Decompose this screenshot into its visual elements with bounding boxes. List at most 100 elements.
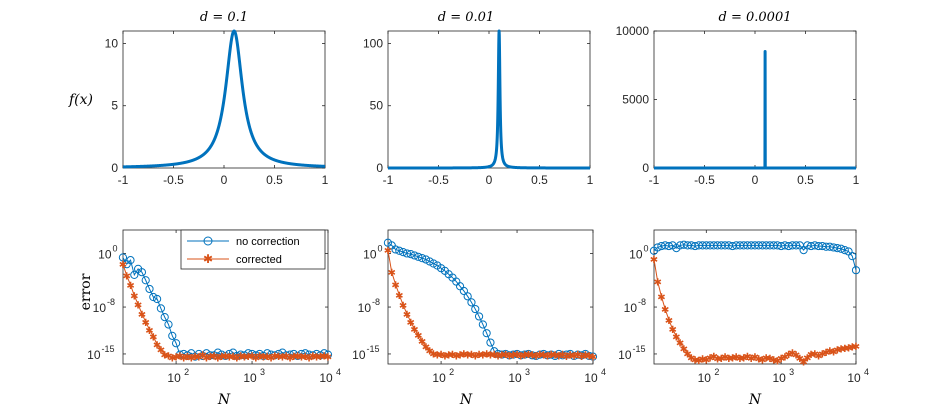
data-point-corrected: ✱ [792, 351, 800, 362]
data-point-corrected: ✱ [252, 353, 260, 364]
ytick-label-exponent: -15 [367, 344, 380, 354]
data-point-corrected: ✱ [324, 353, 332, 364]
data-point-corrected: ✱ [316, 352, 324, 363]
ytick-label: 10 [629, 247, 643, 261]
ylabel-top: f(x) [68, 92, 93, 108]
data-point-no-correction [425, 257, 434, 266]
ytick-label: 10 [98, 247, 112, 261]
ytick-label: 10 [624, 301, 638, 315]
ytick-label: 100 [363, 36, 383, 50]
data-point-corrected: ✱ [691, 355, 699, 366]
xtick-label: 0 [221, 173, 228, 187]
data-point-corrected: ✱ [755, 355, 763, 366]
data-point-corrected: ✱ [191, 352, 199, 363]
data-point-no-correction [653, 243, 662, 252]
data-point-corrected: ✱ [769, 355, 777, 366]
series-line-f [121, 29, 327, 169]
xtick-label: 10 [847, 371, 861, 385]
data-point-no-correction [418, 254, 427, 263]
data-point-corrected: ✱ [517, 351, 525, 362]
ytick-label-exponent: -8 [638, 297, 646, 307]
data-point-no-correction [141, 276, 150, 285]
data-point-corrected: ✱ [743, 352, 751, 363]
xtick-label-exponent: 3 [260, 367, 265, 377]
data-point-no-correction [836, 244, 846, 253]
data-point-corrected: ✱ [777, 354, 785, 365]
data-point-corrected: ✱ [490, 350, 498, 361]
data-point-no-correction [463, 292, 472, 301]
data-point-corrected: ✱ [486, 351, 494, 362]
data-point-corrected: ✱ [558, 350, 566, 361]
data-point-corrected: ✱ [123, 272, 131, 283]
data-point-no-correction [153, 294, 162, 304]
data-point-corrected: ✱ [653, 278, 661, 289]
data-point-corrected: ✱ [788, 349, 796, 360]
data-point-corrected: ✱ [536, 350, 544, 361]
data-point-no-correction [478, 320, 487, 329]
data-point-corrected: ✱ [505, 351, 513, 362]
legend: no correction ✱ corrected [180, 229, 326, 270]
xlabel-bottom-1: N [217, 392, 231, 408]
data-point-corrected: ✱ [456, 351, 464, 362]
data-point-corrected: ✱ [441, 351, 449, 362]
axes-box-2 [387, 30, 591, 169]
data-point-corrected: ✱ [206, 352, 214, 363]
data-point-corrected: ✱ [463, 351, 471, 362]
data-point-no-correction [263, 349, 272, 358]
data-point-corrected: ✱ [721, 353, 729, 364]
data-point-no-correction [160, 313, 169, 322]
data-point-corrected: ✱ [214, 353, 222, 364]
data-point-corrected: ✱ [702, 355, 710, 366]
data-point-corrected: ✱ [574, 350, 582, 361]
ytick-label-exponent: -15 [633, 344, 646, 354]
data-point-corrected: ✱ [766, 354, 774, 365]
data-point-no-correction [130, 270, 139, 279]
data-point-corrected: ✱ [244, 352, 252, 363]
data-point-corrected: ✱ [585, 351, 593, 362]
series-line-corrected [122, 264, 329, 358]
data-point-corrected: ✱ [479, 351, 487, 362]
data-point-no-correction [792, 241, 801, 250]
data-point-no-correction [399, 248, 408, 257]
data-point-corrected: ✱ [799, 357, 807, 368]
ytick-label-exponent: 0 [378, 243, 383, 253]
data-point-corrected: ✱ [844, 343, 852, 354]
data-point-corrected: ✱ [388, 268, 396, 279]
data-point-no-correction [474, 312, 484, 321]
xtick-label: 0 [486, 173, 493, 187]
data-point-no-correction [505, 351, 514, 360]
data-point-corrected: ✱ [183, 352, 191, 363]
data-point-no-correction [213, 348, 222, 357]
ytick-label-exponent: 0 [113, 243, 118, 253]
ytick-label-exponent: -8 [372, 297, 380, 307]
data-point-corrected: ✱ [467, 350, 475, 361]
data-point-corrected: ✱ [134, 300, 142, 311]
data-point-corrected: ✱ [532, 351, 540, 362]
data-point-no-correction [156, 304, 165, 313]
xtick-label: 0.5 [797, 173, 814, 187]
xtick-label: 10 [508, 371, 522, 385]
data-point-corrected: ✱ [161, 351, 169, 362]
data-point-corrected: ✱ [524, 350, 532, 361]
data-point-corrected: ✱ [841, 344, 849, 355]
xtick-label: 1 [322, 173, 329, 187]
data-point-corrected: ✱ [293, 351, 301, 362]
data-point-corrected: ✱ [426, 347, 434, 358]
data-point-no-correction [402, 249, 412, 258]
data-point-corrected: ✱ [494, 351, 502, 362]
data-point-corrected: ✱ [555, 351, 563, 362]
data-point-no-correction [406, 250, 415, 259]
data-point-corrected: ✱ [429, 349, 437, 360]
series-line-corrected [387, 250, 594, 358]
data-point-corrected: ✱ [422, 343, 430, 354]
data-point-corrected: ✱ [179, 353, 187, 364]
xtick-label: 10 [584, 371, 598, 385]
data-point-no-correction [391, 245, 400, 254]
data-point-corrected: ✱ [297, 353, 305, 364]
ytick-label: 5 [111, 99, 118, 113]
data-point-corrected: ✱ [309, 351, 317, 362]
data-point-corrected: ✱ [399, 301, 407, 312]
ytick-label: 5000 [622, 93, 649, 107]
ytick-label: 10 [352, 348, 366, 362]
